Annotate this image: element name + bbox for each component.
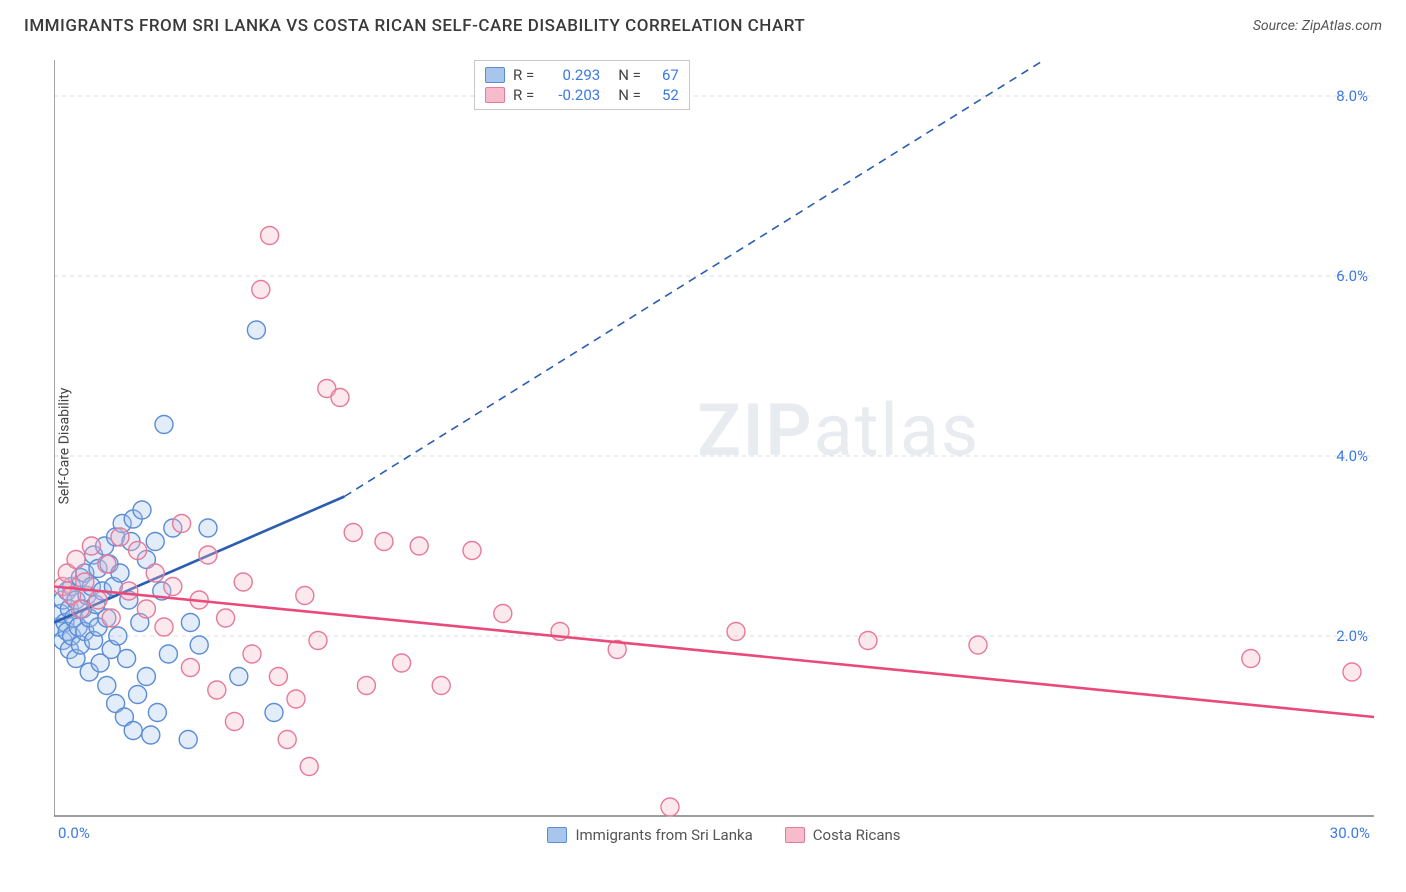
data-point [124,722,142,740]
data-point [969,636,987,654]
data-point [164,578,182,596]
data-point [98,555,116,573]
stats-n-value: 52 [649,86,679,104]
data-point [137,668,155,686]
data-point [199,519,217,537]
data-point [190,636,208,654]
data-point [146,533,164,551]
data-point [155,618,173,636]
data-point [118,650,136,668]
data-point [181,659,199,677]
stats-swatch [485,87,505,103]
stats-legend-box: R = 0.293 N = 67 R = -0.203 N = 52 [474,60,690,110]
series-legend: Immigrants from Sri Lanka Costa Ricans [54,826,1394,846]
data-point [179,731,197,749]
data-point [287,690,305,708]
source-name: ZipAtlas.com [1302,18,1382,34]
trendline-dashed [344,60,1044,497]
data-point [129,542,147,560]
data-point [120,582,138,600]
data-point [71,600,89,618]
legend-item: Immigrants from Sri Lanka [547,826,752,844]
data-point [133,501,151,519]
stats-n-label: N = [618,86,641,104]
stats-swatch [485,67,505,83]
data-point [102,609,120,627]
legend-swatch [785,827,805,843]
legend-swatch [547,827,567,843]
chart-area: 2.0%4.0%6.0%8.0%0.0%30.0% ZIPatlas R =0.… [54,56,1394,846]
data-point [159,645,177,663]
data-point [309,632,327,650]
data-point [225,713,243,731]
data-point [727,623,745,641]
data-point [463,542,481,560]
data-point [142,726,160,744]
scatter-plot: 2.0%4.0%6.0%8.0%0.0%30.0% [54,56,1394,846]
y-tick-label: 2.0% [1336,627,1368,645]
stats-r-value: -0.203 [542,86,600,104]
stats-r-label: R = [513,86,534,104]
data-point [199,546,217,564]
legend-label: Immigrants from Sri Lanka [575,826,752,844]
data-point [269,668,287,686]
chart-header: IMMIGRANTS FROM SRI LANKA VS COSTA RICAN… [0,0,1406,44]
data-point [432,677,450,695]
data-point [261,227,279,245]
data-point [265,704,283,722]
data-point [148,704,166,722]
data-point [109,627,127,645]
data-point [1242,650,1260,668]
data-point [243,645,261,663]
chart-source: Source: ZipAtlas.com [1253,18,1382,34]
data-point [278,731,296,749]
data-point [137,600,155,618]
data-point [393,654,411,672]
y-tick-label: 4.0% [1336,447,1368,465]
data-point [146,564,164,582]
data-point [661,798,679,816]
data-point [375,533,393,551]
stats-row: R = -0.203 N = 52 [485,85,679,105]
data-point [111,528,129,546]
data-point [410,537,428,555]
data-point [300,758,318,776]
data-point [82,537,100,555]
data-point [230,668,248,686]
data-point [331,389,349,407]
chart-title: IMMIGRANTS FROM SRI LANKA VS COSTA RICAN… [24,16,805,36]
data-point [296,587,314,605]
data-point [129,686,147,704]
source-prefix: Source: [1253,18,1302,34]
data-point [181,614,199,632]
stats-n-value: 67 [649,66,679,84]
data-point [247,321,265,339]
stats-row: R = 0.293 N = 67 [485,65,679,85]
legend-label: Costa Ricans [813,826,901,844]
data-point [67,551,85,569]
y-tick-label: 8.0% [1336,87,1368,105]
data-point [173,515,191,533]
data-point [859,632,877,650]
data-point [155,416,173,434]
data-point [234,573,252,591]
data-point [1343,663,1361,681]
stats-r-value: 0.293 [542,66,600,84]
data-point [208,681,226,699]
data-point [252,281,270,299]
data-point [357,677,375,695]
y-tick-label: 6.0% [1336,267,1368,285]
stats-r-label: R = [513,66,534,84]
data-point [89,591,107,609]
data-point [344,524,362,542]
data-point [98,677,116,695]
stats-n-label: N = [618,66,641,84]
data-point [217,609,235,627]
legend-item: Costa Ricans [785,826,901,844]
data-point [494,605,512,623]
